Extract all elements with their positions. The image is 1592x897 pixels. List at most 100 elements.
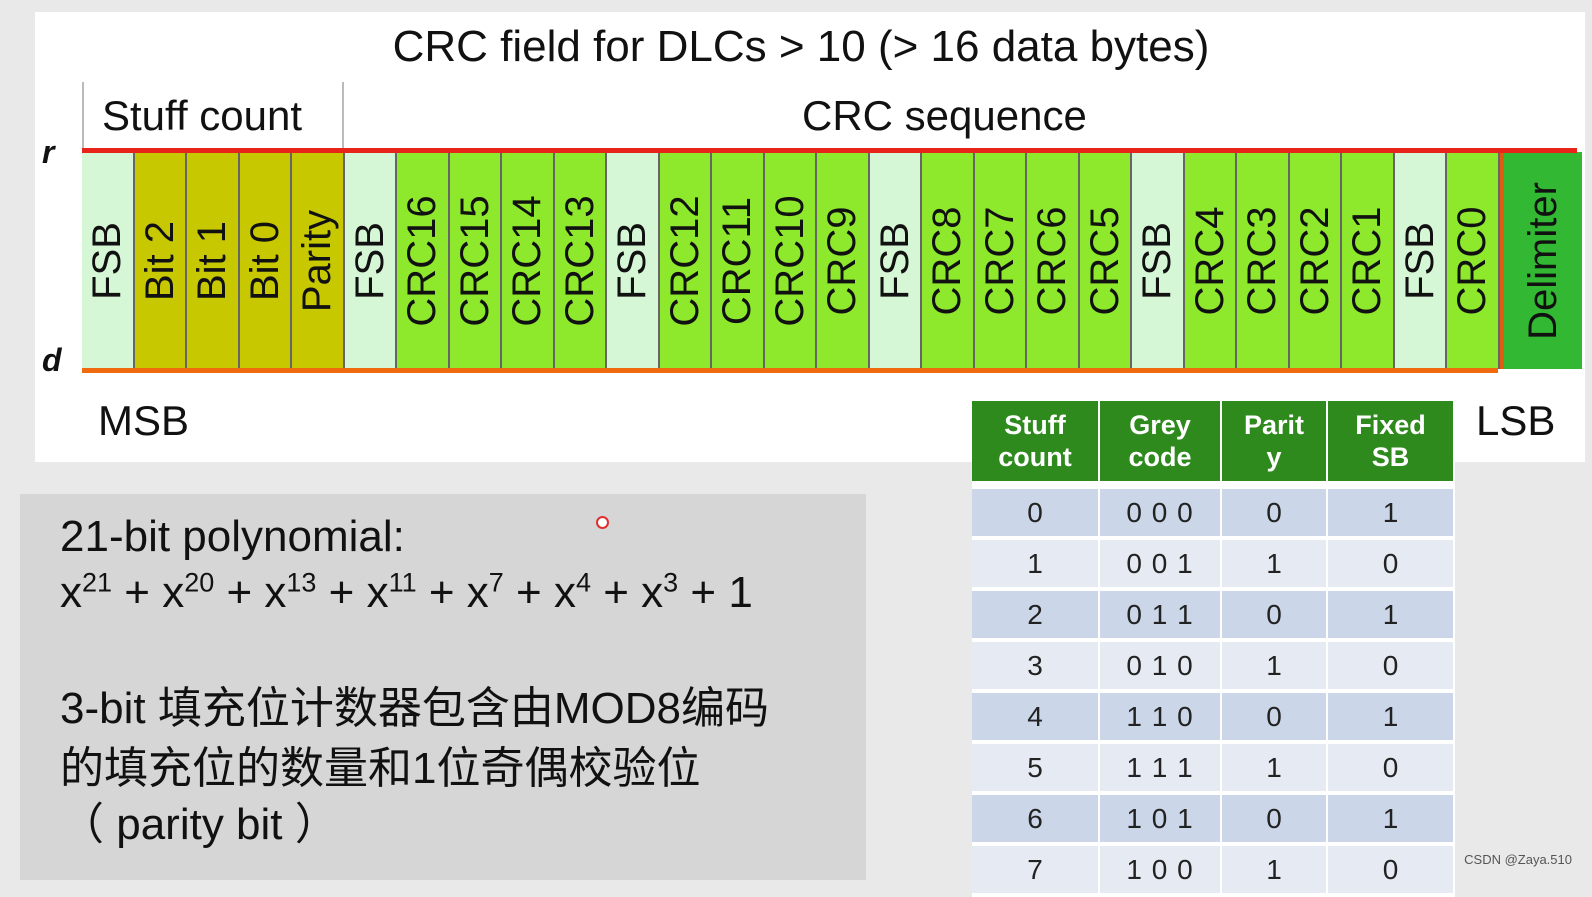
table-cell: 0 bbox=[1221, 691, 1328, 744]
table-cell: 0 1 0 bbox=[1099, 640, 1222, 693]
poly-term-exponent: 7 bbox=[488, 567, 504, 598]
explanation-line-2: 的填充位的数量和1位奇偶校验位 bbox=[60, 744, 701, 793]
field-label: FSB bbox=[85, 221, 130, 300]
field-crc: CRC8 bbox=[922, 152, 975, 369]
explanation-panel: 21-bit polynomial: x21 + x20 + x13 + x11… bbox=[20, 494, 866, 880]
polynomial-expression: x21 + x20 + x13 + x11 + x7 + x4 + x3 + 1 bbox=[60, 566, 753, 620]
table-cell: 0 bbox=[1327, 538, 1455, 591]
table-cell: 2 bbox=[972, 589, 1100, 642]
table-column-header: Grey code bbox=[1099, 401, 1222, 489]
field-label: CRC16 bbox=[400, 194, 445, 327]
table-cell: 0 0 0 bbox=[1099, 485, 1222, 540]
field-crc: CRC14 bbox=[502, 152, 555, 369]
field-crc: CRC7 bbox=[974, 152, 1027, 369]
table-cell: 0 bbox=[972, 485, 1100, 540]
poly-term-base: x bbox=[641, 568, 664, 617]
poly-term-base: x bbox=[366, 568, 389, 617]
poly-term-exponent: 4 bbox=[575, 567, 592, 598]
field-stuff: Bit 1 bbox=[187, 152, 240, 369]
poly-plus: + bbox=[112, 568, 163, 617]
field-label: CRC14 bbox=[505, 194, 550, 327]
poly-plus: + bbox=[316, 568, 367, 617]
field-crc: CRC6 bbox=[1027, 152, 1080, 369]
field-fsb: FSB bbox=[869, 152, 922, 369]
table-cell: 1 bbox=[1221, 538, 1328, 591]
polynomial-heading: 21-bit polynomial: bbox=[60, 512, 405, 561]
field-label: Parity bbox=[295, 209, 340, 312]
field-crc: CRC11 bbox=[712, 152, 765, 369]
poly-term-exponent: 3 bbox=[663, 567, 679, 598]
field-fsb: FSB bbox=[1132, 152, 1185, 369]
table-cell: 3 bbox=[972, 640, 1100, 693]
field-label: CRC6 bbox=[1030, 206, 1075, 315]
field-stuff: Bit 2 bbox=[134, 152, 187, 369]
bottom-line bbox=[82, 368, 1498, 373]
table-column-header: Parit y bbox=[1221, 401, 1328, 489]
field-crc: CRC5 bbox=[1079, 152, 1132, 369]
field-fsb: FSB bbox=[607, 152, 660, 369]
field-label: CRC0 bbox=[1450, 206, 1495, 315]
field-label: CRC11 bbox=[715, 196, 760, 325]
poly-term-base: x bbox=[60, 568, 82, 617]
table-header-row: Stuff count Grey code Parit y Fixed SB bbox=[972, 401, 1455, 489]
poly-term-exponent: 13 bbox=[286, 567, 317, 598]
field-crc: CRC16 bbox=[397, 152, 450, 369]
field-label: CRC2 bbox=[1292, 206, 1337, 315]
field-label: Bit 1 bbox=[190, 220, 235, 301]
table-cell: 1 bbox=[1221, 844, 1328, 897]
r-label: r bbox=[42, 134, 55, 170]
diagram-title: CRC field for DLCs > 10 (> 16 data bytes… bbox=[392, 22, 1210, 71]
poly-term-exponent: 21 bbox=[82, 567, 113, 598]
field-delimiter: Delimiter bbox=[1499, 152, 1582, 369]
table-header-line: code bbox=[1128, 442, 1192, 472]
table-cell: 1 bbox=[972, 538, 1100, 591]
poly-term-base: x bbox=[162, 568, 185, 617]
table-cell: 0 bbox=[1327, 640, 1455, 693]
field-label: CRC7 bbox=[977, 206, 1022, 315]
lsb-label: LSB bbox=[1476, 397, 1556, 444]
poly-term-base: x bbox=[553, 568, 576, 617]
table-cell: 1 0 1 bbox=[1099, 793, 1222, 846]
top-line bbox=[82, 148, 1577, 153]
table-cell: 7 bbox=[972, 844, 1100, 897]
poly-term-base: 1 bbox=[728, 568, 753, 617]
field-label: CRC3 bbox=[1240, 206, 1285, 315]
field-label: CRC1 bbox=[1345, 206, 1390, 315]
msb-label: MSB bbox=[98, 397, 190, 444]
field-label: FSB bbox=[610, 221, 655, 300]
table-column-header: Stuff count bbox=[972, 401, 1100, 489]
field-fsb: FSB bbox=[344, 152, 397, 369]
table-cell: 0 bbox=[1327, 742, 1455, 795]
poly-plus: + bbox=[591, 568, 642, 617]
field-label: CRC12 bbox=[662, 194, 707, 327]
field-crc: CRC10 bbox=[764, 152, 817, 369]
header-separator-mid bbox=[342, 82, 344, 152]
table-cell: 0 bbox=[1221, 589, 1328, 642]
field-label: CRC10 bbox=[767, 194, 812, 327]
field-label: FSB bbox=[1397, 221, 1442, 300]
field-crc: CRC15 bbox=[449, 152, 502, 369]
table-header-line: Fixed bbox=[1355, 410, 1426, 440]
table-cell: 1 bbox=[1327, 691, 1455, 744]
d-label: d bbox=[42, 342, 62, 378]
explanation-line-1: 3-bit 填充位计数器包含由MOD8编码 bbox=[60, 684, 769, 733]
table-cell: 1 1 0 bbox=[1099, 691, 1222, 744]
table-cell: 0 bbox=[1221, 793, 1328, 846]
poly-plus: + bbox=[503, 568, 554, 617]
poly-term-exponent: 11 bbox=[388, 567, 417, 598]
explanation-line-3: （ parity bit ） bbox=[60, 800, 339, 849]
table-cell: 1 0 0 bbox=[1099, 844, 1222, 897]
table-cell: 0 bbox=[1221, 485, 1328, 540]
field-fsb: FSB bbox=[82, 152, 135, 369]
watermark: CSDN @Zaya.510 bbox=[1464, 852, 1572, 867]
poly-plus: + bbox=[214, 568, 265, 617]
